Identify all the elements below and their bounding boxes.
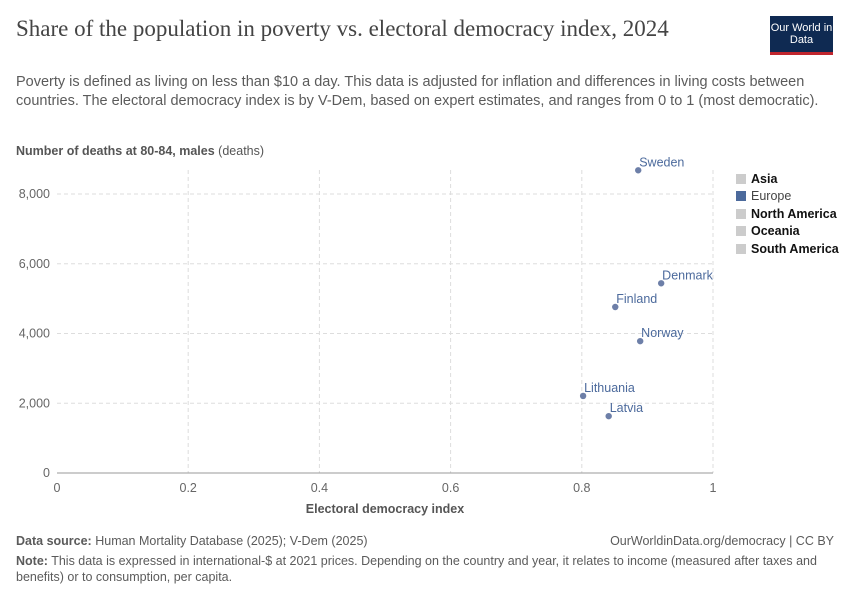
note-text: This data is expressed in international-… <box>16 554 817 584</box>
legend: Asia Europe North America Oceania South Amer… <box>736 170 839 258</box>
legend-item-south-america[interactable]: South America <box>736 240 839 258</box>
legend-label: Europe <box>751 189 792 204</box>
x-tick-label: 1 <box>710 481 717 495</box>
legend-swatch <box>736 191 746 202</box>
point-label-denmark: Denmark <box>662 268 713 282</box>
y-axis-label: Number of deaths at 80-84, males (deaths… <box>16 144 264 158</box>
legend-swatch <box>736 226 746 237</box>
legend-label: South America <box>751 241 839 256</box>
x-tick-label: 0.8 <box>573 481 590 495</box>
legend-swatch <box>736 173 746 184</box>
owid-logo[interactable]: Our World in Data <box>770 16 833 55</box>
y-tick-label: 0 <box>43 466 50 480</box>
x-tick-label: 0.2 <box>180 481 197 495</box>
data-point-lithuania <box>579 392 587 400</box>
source-label: Data source: <box>16 534 92 548</box>
data-point-latvia <box>605 412 612 420</box>
point-label-sweden: Sweden <box>639 155 684 169</box>
y-axis-label-text: Number of deaths at 80-84, males <box>16 144 215 158</box>
legend-label: Asia <box>751 171 778 186</box>
legend-label: Oceania <box>751 224 800 239</box>
point-label-finland: Finland <box>616 292 657 306</box>
chart-title: Share of the population in poverty vs. e… <box>16 16 669 41</box>
y-tick-label: 4,000 <box>19 327 50 341</box>
legend-item-europe[interactable]: Europe <box>736 188 839 206</box>
x-tick-label: 0.4 <box>311 481 328 495</box>
note-label: Note: <box>16 554 48 568</box>
y-tick-label: 8,000 <box>19 187 50 201</box>
y-tick-label: 6,000 <box>19 257 50 271</box>
legend-swatch <box>736 243 746 254</box>
y-tick-label: 2,000 <box>19 396 50 410</box>
legend-item-oceania[interactable]: Oceania <box>736 223 839 241</box>
point-label-latvia: Latvia <box>610 401 643 415</box>
data-point-sweden <box>635 167 642 174</box>
source-url[interactable]: OurWorldinData.org/democracy | CC BY <box>610 534 834 548</box>
y-axis-unit: (deaths) <box>218 144 265 158</box>
legend-item-asia[interactable]: Asia <box>736 170 839 188</box>
data-point-finland <box>612 303 619 311</box>
x-axis-label: Electoral democracy index <box>306 502 464 516</box>
point-label-lithuania: Lithuania <box>584 381 635 395</box>
data-point-norway <box>636 337 644 345</box>
legend-label: North America <box>751 206 837 221</box>
footer: Data source: Human Mortality Database (2… <box>16 533 834 585</box>
legend-item-north-america[interactable]: North America <box>736 205 839 223</box>
legend-swatch <box>736 208 746 219</box>
chart-subtitle: Poverty is defined as living on less tha… <box>16 74 819 109</box>
data-point-denmark <box>657 280 665 287</box>
x-tick-label: 0.6 <box>442 481 459 495</box>
x-tick-label: 0 <box>54 481 61 495</box>
point-label-norway: Norway <box>641 326 684 340</box>
source-text: Human Mortality Database (2025); V-Dem (… <box>95 534 368 548</box>
